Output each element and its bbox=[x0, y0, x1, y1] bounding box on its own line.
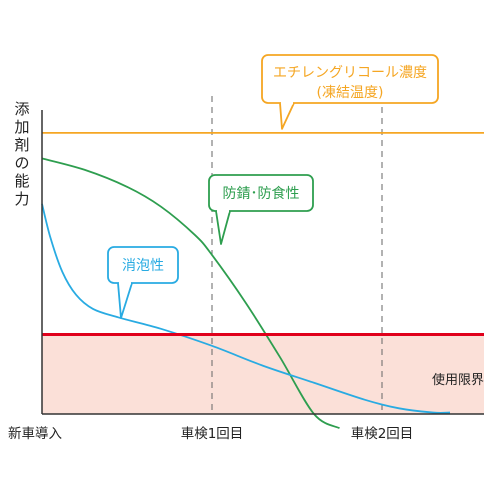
y-axis-label-char: 加 bbox=[14, 118, 29, 136]
callout-rust-box bbox=[208, 174, 314, 212]
callout-eg-text-1: (凍結温度) bbox=[317, 85, 384, 101]
callout-eg-tail bbox=[279, 102, 295, 130]
y-axis-label-char: 添 bbox=[14, 100, 29, 118]
callout-rust-tail bbox=[215, 210, 231, 245]
callout-eg-text-0: エチレングリコール濃度 bbox=[273, 65, 427, 81]
y-axis-label-char: の bbox=[14, 154, 29, 172]
x-tick-label-1: 車検1回目 bbox=[181, 426, 244, 442]
callout-foam-box bbox=[107, 246, 179, 284]
limit-zone bbox=[42, 334, 484, 414]
series-line-1 bbox=[41, 157, 340, 430]
callout-foam-tail bbox=[117, 282, 133, 319]
y-axis-label-char: 能 bbox=[14, 172, 29, 190]
y-axis-label-char: 剤 bbox=[14, 136, 29, 154]
x-tick-label-2: 車検2回目 bbox=[351, 426, 414, 442]
callout-foam-text-0: 消泡性 bbox=[122, 258, 164, 274]
x-tick-label-0: 新車導入 bbox=[8, 426, 62, 442]
callout-rust: 防錆･防食性 bbox=[208, 174, 314, 245]
series-line-2 bbox=[41, 203, 451, 414]
y-axis-label-char: 力 bbox=[14, 190, 29, 208]
callout-rust-text-0: 防錆･防食性 bbox=[223, 185, 300, 202]
limit-label: 使用限界 bbox=[432, 372, 484, 388]
callout-eg: エチレングリコール濃度 (凍結温度) bbox=[261, 54, 439, 130]
callout-foam: 消泡性 bbox=[107, 246, 179, 319]
callout-eg-box bbox=[261, 54, 439, 104]
